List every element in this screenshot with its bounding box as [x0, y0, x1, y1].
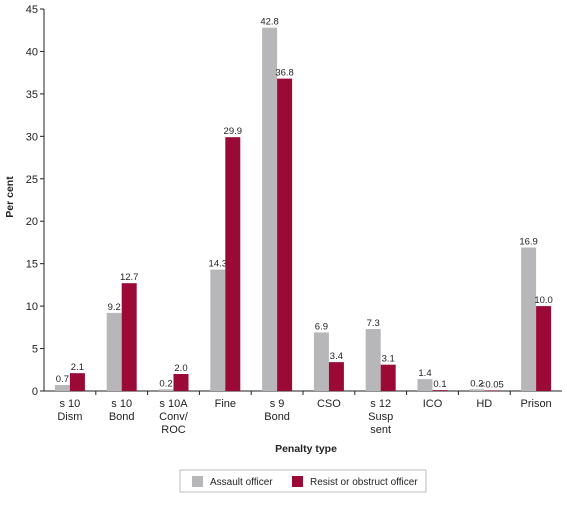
bar-assault [469, 389, 485, 391]
data-label: 36.8 [275, 68, 294, 79]
bar-resist [380, 364, 396, 391]
y-tick-label: 5 [32, 344, 38, 356]
y-tick-label: 10 [26, 301, 38, 313]
bar-resist [536, 306, 552, 391]
y-tick-label: 15 [26, 259, 38, 271]
x-tick-label: s 12 Susp sent [368, 398, 393, 436]
x-tick-label: s 10 Bond [109, 398, 135, 423]
bar-resist [225, 137, 241, 391]
plot-area: 0 5 10 15 20 25 30 35 40 45 0.72.1 s 10 Dism 9.2 12.7 s… [26, 4, 562, 436]
y-axis-title: Per cent [4, 176, 16, 218]
bar-assault [158, 389, 174, 391]
data-label: 3.4 [330, 351, 343, 362]
data-label: 12.7 [120, 272, 139, 283]
bar-resist [173, 374, 189, 391]
data-label: 0.1 [433, 379, 446, 390]
x-axis-title: Penalty type [275, 443, 337, 455]
data-label: 2.1 [71, 362, 84, 373]
bar-assault [210, 269, 226, 391]
y-tick-label: 45 [26, 4, 38, 16]
data-label: 29.9 [224, 126, 243, 137]
x-tick-label: HD [476, 398, 492, 410]
y-tick-label: 20 [26, 216, 38, 228]
bar-assault [365, 329, 381, 391]
data-label: 2.0 [174, 363, 187, 374]
data-label: 0.2 [470, 378, 483, 389]
bar-assault [521, 247, 537, 391]
x-tick-label: Prison [521, 398, 552, 410]
y-tick-label: 30 [26, 131, 38, 143]
bar-assault [106, 312, 122, 391]
x-tick-label: s 9 Bond [264, 398, 290, 423]
data-label: 1.4 [418, 368, 431, 379]
legend-swatch [292, 476, 303, 487]
data-label: 10.0 [534, 295, 553, 306]
bar-assault [262, 27, 278, 391]
legend-swatch [192, 476, 203, 487]
y-tick-label: 35 [26, 89, 38, 101]
data-label: 9.2 [108, 302, 121, 313]
y-tick-label: 25 [26, 174, 38, 186]
bar-assault [54, 385, 70, 391]
x-tick-label: CSO [317, 398, 341, 410]
bar-assault [417, 379, 433, 391]
data-label: <0.05 [480, 379, 504, 390]
data-label: 0.2 [159, 378, 172, 389]
bar-resist [328, 362, 344, 391]
bar-resist [277, 78, 293, 391]
legend-label: Resist or obstruct officer [310, 477, 418, 488]
bar-assault [313, 332, 329, 391]
data-label: 7.3 [367, 318, 380, 329]
data-label: 3.1 [382, 354, 395, 365]
data-label: 6.9 [315, 321, 328, 332]
data-label: 42.8 [260, 17, 279, 28]
data-label: 14.3 [209, 259, 228, 270]
x-tick-label: s 10 Dism [57, 398, 82, 423]
y-tick-label: 0 [32, 386, 38, 398]
legend: Assault officer Resist or obstruct office… [179, 469, 427, 493]
x-tick-label: Fine [215, 398, 236, 410]
y-tick-label: 40 [26, 46, 38, 58]
bar-resist [484, 390, 500, 391]
bar-resist [121, 283, 137, 391]
data-label: 0.7 [56, 374, 69, 385]
legend-label: Assault officer [210, 477, 273, 488]
bar-resist [69, 373, 85, 391]
bar-resist [432, 390, 448, 391]
x-tick-label: s 10A Conv/ROC [159, 398, 189, 436]
x-tick-label: ICO [423, 398, 443, 410]
data-label: 16.9 [519, 237, 538, 248]
